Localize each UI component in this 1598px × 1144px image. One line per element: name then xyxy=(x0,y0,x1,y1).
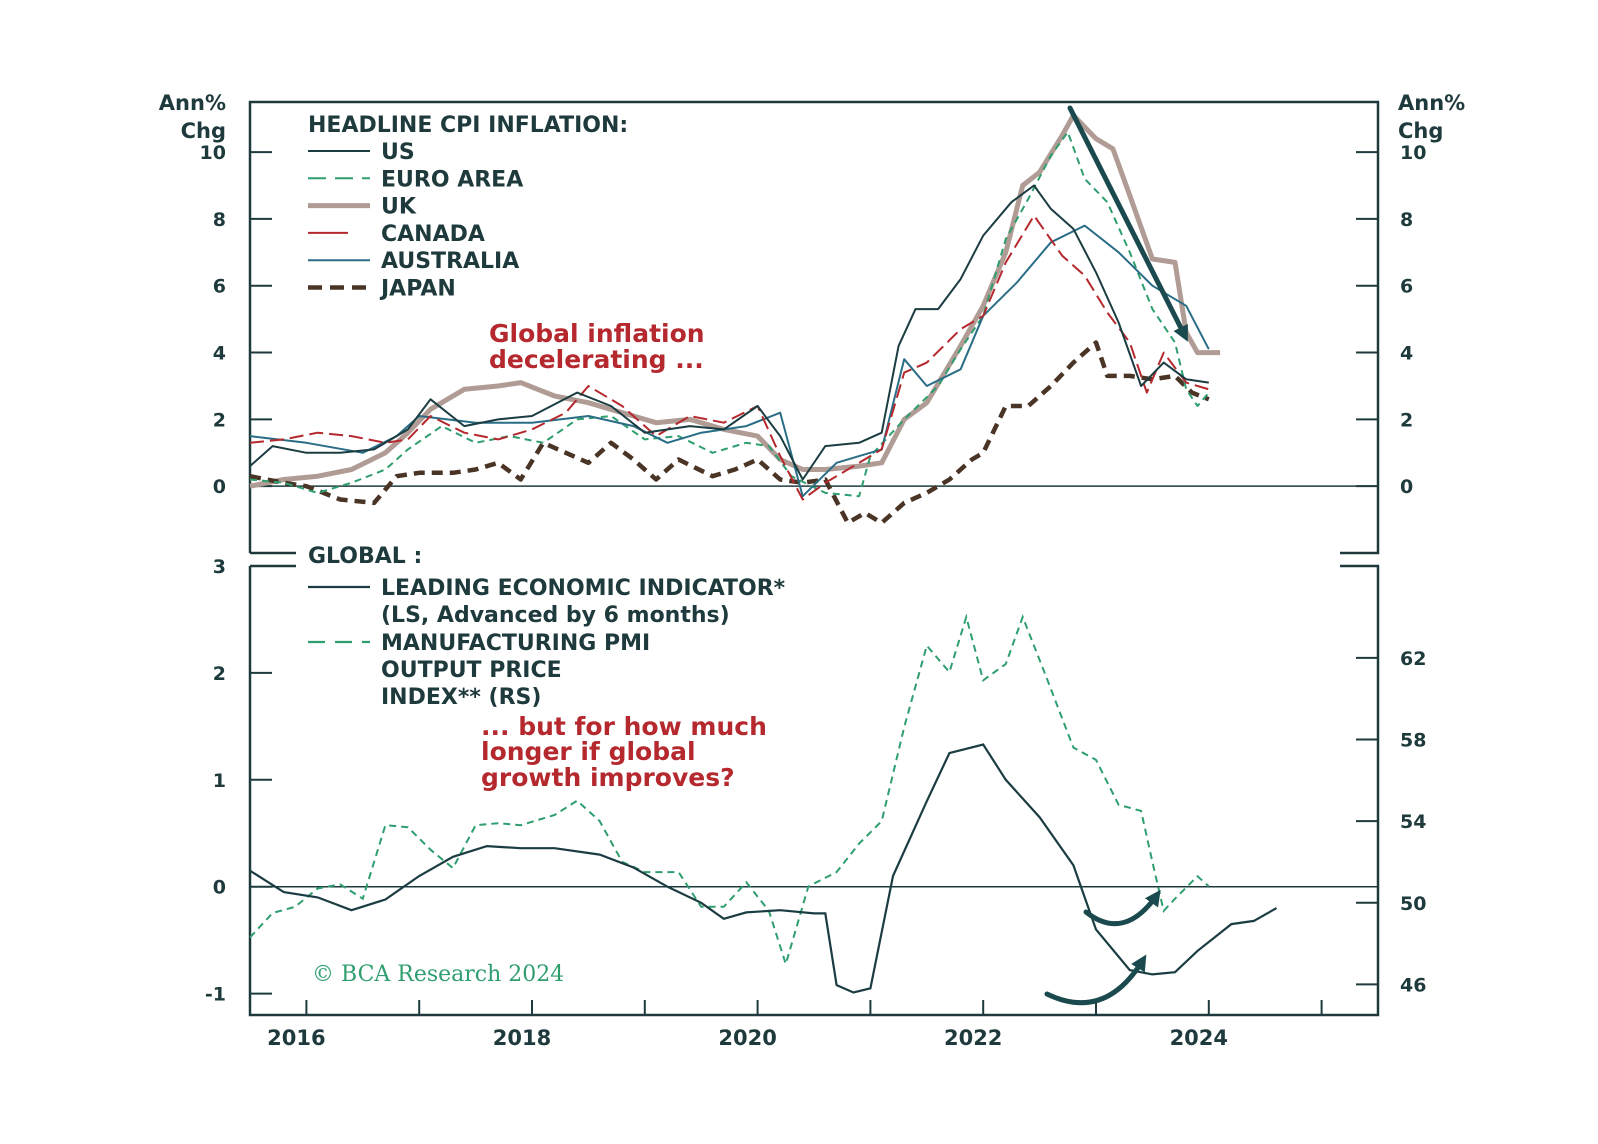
bottom-annotation-line-1: ... but for how much xyxy=(481,712,767,741)
pmi-label-line-2: OUTPUT PRICE xyxy=(381,658,562,683)
top-panel-border xyxy=(248,100,1380,555)
y-tick-label-right: 0 xyxy=(1400,476,1413,498)
x-tick-label: 2016 xyxy=(267,1026,325,1050)
series-line-us xyxy=(249,184,1209,481)
x-tick-label: 2024 xyxy=(1170,1026,1228,1050)
series-line-euro-area xyxy=(249,131,1210,498)
y-tick-label-left: 1 xyxy=(213,770,226,792)
top-annotation-line-2: decelerating ... xyxy=(489,345,704,374)
bottom-annotation-line-3: growth improves? xyxy=(481,763,735,792)
global-legend-title: GLOBAL : xyxy=(308,544,422,569)
y-tick-label-right: 6 xyxy=(1400,276,1413,298)
down-arrow-icon xyxy=(1067,105,1188,342)
y-tick-label-left: 2 xyxy=(213,409,226,431)
y-tick-label-right: 10 xyxy=(1400,142,1426,164)
units-right-1: Ann% xyxy=(1398,91,1465,115)
y-tick-label-right: 58 xyxy=(1400,729,1426,751)
y-tick-label-right: 4 xyxy=(1400,343,1413,365)
legend-label-japan: JAPAN xyxy=(379,277,456,302)
y-tick-label-right: 46 xyxy=(1400,974,1426,996)
axis-ticks xyxy=(250,151,1378,1015)
x-tick-label: 2020 xyxy=(718,1026,776,1050)
curved-up-arrow-icon xyxy=(1083,889,1161,927)
pmi-label-line-1: MANUFACTURING PMI xyxy=(381,631,650,656)
y-tick-label-left: 2 xyxy=(213,663,226,685)
cpi-series xyxy=(249,112,1221,526)
series-line-canada xyxy=(249,214,1210,501)
y-tick-label-right: 50 xyxy=(1400,893,1426,915)
series-line-australia xyxy=(249,224,1210,498)
units-left-1: Ann% xyxy=(159,91,226,115)
units-right-2: Chg xyxy=(1398,119,1443,143)
global-series xyxy=(249,613,1278,994)
y-tick-label-right: 62 xyxy=(1400,648,1426,670)
legend-label-australia: AUSTRALIA xyxy=(381,249,519,274)
y-tick-label-right: 8 xyxy=(1400,209,1413,231)
y-tick-label-left: 6 xyxy=(213,276,226,298)
units-left-2: Chg xyxy=(181,119,226,143)
y-tick-label-left: 8 xyxy=(213,209,226,231)
lei-label-line-1: LEADING ECONOMIC INDICATOR* xyxy=(381,576,786,601)
top-annotation-line-1: Global inflation xyxy=(489,319,705,348)
y-tick-label-left: -1 xyxy=(205,984,226,1006)
copyright: © BCA Research 2024 xyxy=(312,962,564,987)
y-tick-label-left: 3 xyxy=(213,556,226,578)
curved-up-arrow-icon xyxy=(1044,954,1147,1006)
y-tick-label-left: 10 xyxy=(200,142,226,164)
legend-label-uk: UK xyxy=(381,195,417,220)
y-tick-label-left: 4 xyxy=(213,343,226,365)
trend-arrows xyxy=(1044,105,1188,1006)
series-line-uk xyxy=(249,112,1221,489)
y-tick-label-left: 0 xyxy=(213,476,226,498)
legend-label-canada: CANADA xyxy=(381,222,485,247)
y-tick-label-right: 2 xyxy=(1400,409,1413,431)
legend-label-us: US xyxy=(381,140,415,165)
series-line-lei xyxy=(249,743,1278,994)
x-tick-label: 2018 xyxy=(493,1026,551,1050)
legend-label-euro-area: EURO AREA xyxy=(381,167,523,192)
series-line-japan xyxy=(249,340,1210,526)
cpi-legend-title: HEADLINE CPI INFLATION: xyxy=(308,113,628,138)
bottom-annotation-line-2: longer if global xyxy=(481,737,696,766)
y-tick-label-right: 54 xyxy=(1400,811,1426,833)
y-tick-label-left: 0 xyxy=(213,877,226,899)
x-tick-label: 2022 xyxy=(944,1026,1002,1050)
lei-label-line-2: (LS, Advanced by 6 months) xyxy=(381,603,730,628)
pmi-label-line-3: INDEX** (RS) xyxy=(381,685,541,710)
